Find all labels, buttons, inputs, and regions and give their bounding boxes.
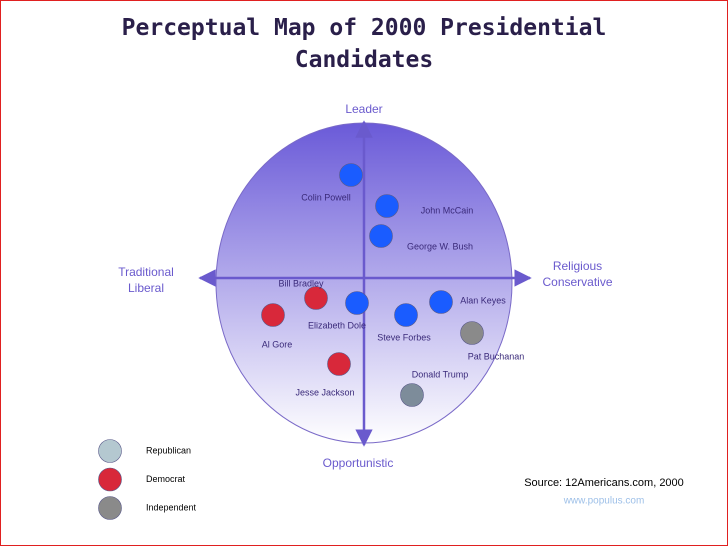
candidate-label: Jesse Jackson <box>295 387 354 397</box>
title: Perceptual Map of 2000 Presidential Cand… <box>121 15 607 73</box>
candidate-label: Bill Bradley <box>278 278 324 288</box>
candidate-dot <box>394 303 418 327</box>
axis-label: Opportunistic <box>323 456 394 470</box>
axis-label: Leader <box>345 102 382 116</box>
candidate-label: Pat Buchanan <box>468 351 525 361</box>
candidate-dot <box>369 224 393 248</box>
candidate-dot <box>304 286 328 310</box>
candidate-dot <box>345 291 369 315</box>
candidate-label: Alan Keyes <box>460 295 506 305</box>
axis-label-text: Religious Conservative <box>542 259 613 289</box>
legend-swatch <box>98 439 122 463</box>
candidate-dot <box>375 194 399 218</box>
axis-label: Traditional Liberal <box>118 265 174 295</box>
legend-label: Republican <box>146 445 191 455</box>
legend-swatch <box>98 467 122 492</box>
candidate-label: Al Gore <box>262 339 293 349</box>
candidate-dot <box>261 303 285 327</box>
candidate-dot <box>400 383 424 407</box>
candidate-dot <box>460 321 484 345</box>
candidate-label: Colin Powell <box>301 192 351 202</box>
candidate-label: Elizabeth Dole <box>308 320 366 330</box>
legend-label: Democrat <box>146 474 186 484</box>
legend-label: Independent <box>146 502 197 512</box>
source: Source: 12Americans.com, 2000 <box>524 477 684 489</box>
axis-label-text: Traditional Liberal <box>118 265 174 295</box>
candidate-label: John McCain <box>421 205 474 215</box>
candidate-label: George W. Bush <box>407 241 473 251</box>
axis-label: Religious Conservative <box>542 259 613 289</box>
url: www.populus.com <box>563 496 645 507</box>
candidate-label: Donald Trump <box>412 369 469 379</box>
candidate-dot <box>327 352 351 376</box>
candidate-dot <box>339 163 363 187</box>
candidate-label: Steve Forbes <box>377 332 431 342</box>
legend-swatch <box>98 496 122 520</box>
candidate-dot <box>429 290 453 314</box>
